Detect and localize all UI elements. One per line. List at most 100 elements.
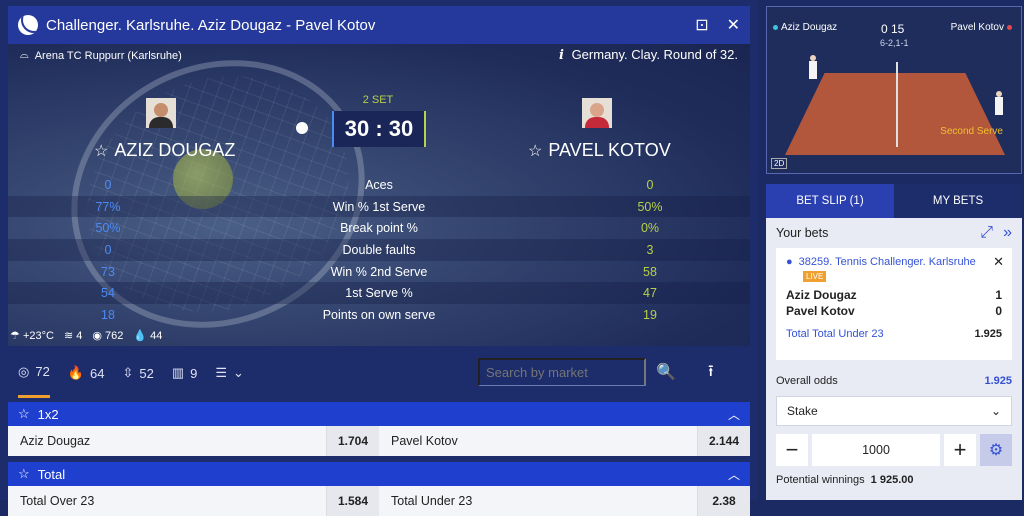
scoreboard: ⌓ Arena TC Ruppurr (Karlsruhe) i Germany…: [8, 44, 750, 346]
weather-wind: ≋ 4: [64, 329, 82, 342]
weather-bar: ☂ +23°C ≋ 4 ◉ 762 💧 44: [10, 329, 162, 342]
odd-value[interactable]: 2.38: [698, 486, 750, 516]
tab-stats[interactable]: ▥ 9: [172, 348, 198, 398]
double-chevron-right-icon[interactable]: »: [1003, 224, 1012, 241]
tournament-info: i Germany. Clay. Round of 32.: [559, 47, 738, 63]
stat-row: 0 Aces 0: [8, 174, 750, 196]
stats-icon: ▥: [171, 365, 185, 380]
bet-slip: BET SLIP (1) MY BETS Your bets ⤢ » ✕ ● 382…: [766, 184, 1022, 500]
favorite-star-icon[interactable]: ☆: [94, 142, 109, 160]
stat-row: 77% Win % 1st Serve 50%: [8, 195, 750, 218]
search-icon[interactable]: 🔍: [656, 364, 676, 381]
odd-value[interactable]: 2.144: [698, 426, 750, 456]
match-panel: Challenger. Karlsruhe. Aziz Dougaz - Pav…: [0, 0, 758, 500]
market-1x2: ☆ 1x2 ︿ Aziz Dougaz 1.704 Pavel Kotov 2.…: [8, 402, 750, 456]
favorite-star-icon[interactable]: ☆: [18, 466, 30, 481]
search-input[interactable]: [478, 358, 646, 386]
rain-cloud-icon: ☂: [10, 330, 20, 342]
stat-left: 50%: [95, 221, 121, 236]
tab-totals[interactable]: ⇳ 52: [122, 348, 153, 398]
close-icon[interactable]: ✕: [726, 17, 740, 34]
match-title: Challenger. Karlsruhe. Aziz Dougaz - Pav…: [46, 16, 376, 34]
chevron-up-icon[interactable]: ︿: [727, 407, 740, 422]
potential-winnings: Potential winnings 1 925.00: [766, 466, 1022, 494]
odd-value[interactable]: 1.704: [327, 426, 379, 456]
pressure-icon: ◉: [92, 330, 102, 342]
your-bets-bar: Your bets ⤢ »: [766, 218, 1022, 248]
increase-button[interactable]: +: [944, 434, 976, 466]
stat-right: 3: [646, 242, 654, 257]
outcome-cell[interactable]: Pavel Kotov: [379, 426, 698, 456]
chevron-down-icon: ⌄: [990, 404, 1001, 418]
stat-left: 77%: [95, 199, 121, 214]
player2-label: PAVEL KOTOV: [548, 140, 671, 160]
stat-label: Break point %: [340, 221, 418, 236]
overall-odds-value: 1.925: [984, 375, 1012, 387]
market-total: ☆ Total ︿ Total Over 23 1.584 Total Unde…: [8, 462, 750, 516]
pressure-value: 762: [105, 330, 124, 342]
odd-value[interactable]: 1.584: [327, 486, 379, 516]
player1-avatar: [146, 98, 176, 128]
expand-icon[interactable]: ⤢: [980, 224, 994, 241]
remove-bet-icon[interactable]: ✕: [993, 254, 1004, 269]
stake-stepper: − 1000 + ⚙: [776, 434, 1012, 466]
view-mode-toggle[interactable]: 2D: [771, 158, 788, 169]
live-court-tracker[interactable]: Aziz Dougaz Pavel Kotov 0 15 6-2,1-1 Sec…: [766, 6, 1022, 174]
court-sets: 6-2,1-1: [880, 38, 909, 48]
outcome-cell[interactable]: Aziz Dougaz: [8, 426, 327, 456]
court-player2: Pavel Kotov: [951, 22, 1015, 33]
bet-card: ✕ ● 38259. Tennis Challenger. Karlsruhe L…: [776, 248, 1012, 360]
outcome-label: Aziz Dougaz: [20, 434, 91, 448]
favorite-star-icon[interactable]: ☆: [528, 142, 543, 160]
weather-humidity: 💧 44: [133, 329, 162, 342]
outcome-cell[interactable]: Total Under 23: [379, 486, 698, 516]
humidity-value: 44: [150, 330, 163, 342]
tab-more[interactable]: ☰ ⌄: [215, 348, 244, 398]
venue: ⌓ Arena TC Ruppurr (Karlsruhe): [20, 49, 182, 62]
player1-label: AZIZ DOUGAZ: [114, 140, 236, 160]
market-row: Aziz Dougaz 1.704 Pavel Kotov 2.144: [8, 426, 750, 456]
event-label: 38259. Tennis Challenger. Karlsruhe: [798, 256, 976, 268]
tab-all-markets[interactable]: ◎ 72: [18, 348, 50, 398]
court-view-icon[interactable]: ⊡: [695, 17, 709, 34]
player2-figure: [993, 91, 1005, 117]
tab-popular[interactable]: 🔥 64: [68, 348, 105, 398]
match-header: Challenger. Karlsruhe. Aziz Dougaz - Pav…: [8, 6, 750, 44]
favorite-star-icon[interactable]: ☆: [18, 406, 30, 421]
bet-player1-name: Aziz Dougaz: [786, 288, 857, 302]
market-header[interactable]: ☆ Total ︿: [8, 462, 750, 486]
info-icon: i: [558, 48, 564, 63]
stake-label: Stake: [787, 404, 818, 418]
stake-amount-input[interactable]: 1000: [812, 434, 940, 466]
stat-left: 54: [101, 286, 115, 301]
tennis-ball-icon: ●: [786, 256, 793, 268]
outcome-cell[interactable]: Total Over 23: [8, 486, 327, 516]
bet-event: ● 38259. Tennis Challenger. Karlsruhe: [786, 256, 1002, 268]
market-header[interactable]: ☆ 1x2 ︿: [8, 402, 750, 426]
stat-row: 54 1st Serve % 47: [8, 282, 750, 305]
bet-selection-label: Total Total Under 23: [786, 328, 884, 340]
bet-player2-score: 0: [995, 304, 1002, 318]
stat-label: Win % 2nd Serve: [330, 264, 428, 279]
decrease-button[interactable]: −: [776, 434, 808, 466]
stat-right: 19: [643, 307, 657, 322]
stake-dropdown[interactable]: Stake ⌄: [776, 396, 1012, 426]
chevron-up-icon[interactable]: ︿: [727, 467, 740, 482]
potential-winnings-value: 1 925.00: [870, 474, 914, 486]
court-player1: Aziz Dougaz: [773, 22, 837, 33]
overall-odds-label: Overall odds: [776, 375, 838, 387]
right-panel: Aziz Dougaz Pavel Kotov 0 15 6-2,1-1 Sec…: [764, 0, 1024, 500]
game-score: 30 : 30: [332, 111, 426, 147]
pin-top-icon[interactable]: ⭱: [708, 363, 714, 380]
stat-row: 50% Break point % 0%: [8, 217, 750, 239]
tab-count: 72: [35, 364, 50, 379]
chevron-down-icon: ⌄: [233, 365, 244, 380]
stat-row: 0 Double faults 3: [8, 239, 750, 261]
tab-bet-slip[interactable]: BET SLIP (1): [766, 184, 894, 218]
gear-icon[interactable]: ⚙: [980, 434, 1012, 466]
stat-right: 58: [643, 264, 657, 279]
temp-value: +23°C: [22, 330, 54, 342]
bet-player1: Aziz Dougaz 1: [786, 288, 1002, 302]
serve-status: Second Serve: [940, 126, 1003, 137]
tab-my-bets[interactable]: MY BETS: [894, 184, 1022, 218]
